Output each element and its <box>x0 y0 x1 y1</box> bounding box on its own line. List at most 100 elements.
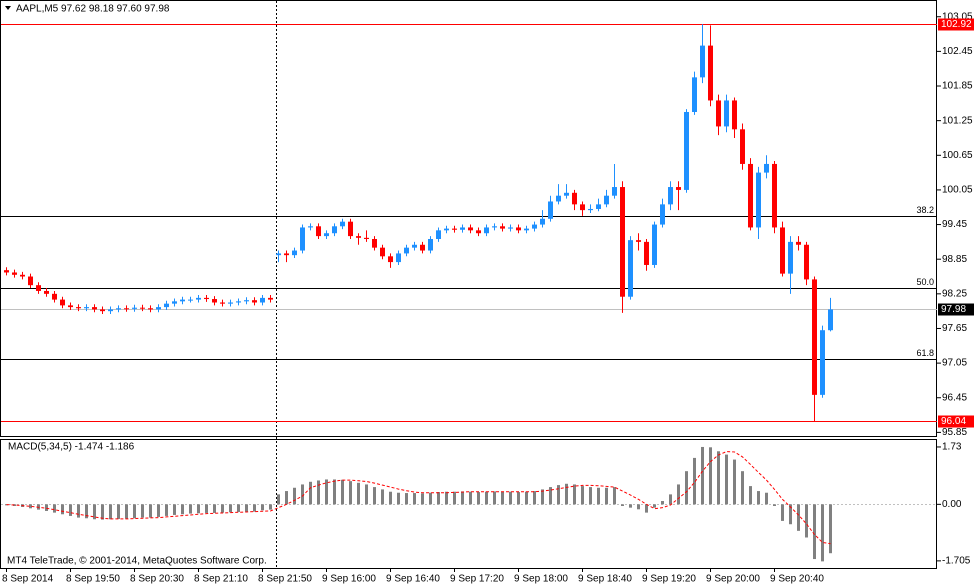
candle-body <box>76 307 81 309</box>
candle-body <box>548 201 553 219</box>
footer: MT4 TeleTrade, © 2001-2014, MetaQuotes S… <box>7 556 267 567</box>
macd-bar <box>717 451 720 505</box>
macd-bar <box>125 504 128 519</box>
candle-body <box>652 224 657 265</box>
candle-body <box>116 308 121 310</box>
x-tick-label: 9 Sep 18:40 <box>578 574 632 585</box>
candle-body <box>820 330 825 395</box>
macd-y-tick-label: 1.73 <box>942 442 962 453</box>
candle-body <box>260 297 265 303</box>
macd-bar <box>469 491 472 505</box>
x-tick-label: 8 Sep 19:50 <box>66 574 120 585</box>
candle-body <box>348 221 353 237</box>
macd-bar <box>181 504 184 515</box>
macd-bar <box>421 493 424 505</box>
candle-body <box>204 297 209 300</box>
x-tick-label: 8 Sep 2014 <box>2 574 54 585</box>
macd-bar <box>93 504 96 520</box>
macd-bar <box>189 504 192 514</box>
candle-body <box>468 227 473 231</box>
candle-body <box>228 302 233 304</box>
candle-body <box>476 230 481 234</box>
macd-panel <box>0 439 937 569</box>
candle-body <box>724 100 729 127</box>
macd-bar <box>461 491 464 505</box>
chart-title: AAPL,M5 97.62 98.18 97.60 97.98 <box>16 4 170 15</box>
macd-bar <box>613 487 616 505</box>
candle-body <box>756 172 761 228</box>
candle-body <box>4 270 9 273</box>
fib-label: 50.0 <box>916 277 934 287</box>
x-tick-label: 9 Sep 20:40 <box>770 574 824 585</box>
macd-bar <box>109 504 112 520</box>
macd-bar <box>813 504 816 560</box>
candle-body <box>172 301 177 304</box>
macd-bar <box>389 491 392 505</box>
candle-body <box>532 224 537 229</box>
x-tick-label: 9 Sep 16:00 <box>322 574 376 585</box>
macd-bar <box>165 504 168 516</box>
y-tick-label: 103.05 <box>942 11 973 22</box>
candle-body <box>764 163 769 173</box>
macd-bar <box>597 487 600 505</box>
macd-bar <box>661 501 664 505</box>
candle-body <box>212 299 217 303</box>
candle-body <box>484 227 489 234</box>
macd-bar <box>741 471 744 505</box>
macd-bar <box>341 479 344 505</box>
candle-body <box>812 279 817 395</box>
macd-bar <box>53 504 56 513</box>
macd-bar <box>405 493 408 505</box>
candle-body <box>628 240 633 297</box>
candle-body <box>660 204 665 225</box>
macd-bar <box>85 504 88 519</box>
candle-body <box>604 195 609 205</box>
candle-body <box>100 309 105 312</box>
macd-bar <box>365 484 368 505</box>
candle-body <box>284 253 289 256</box>
y-tick-label: 96.45 <box>942 392 967 403</box>
candle-body <box>236 301 241 303</box>
macd-bar <box>829 504 832 554</box>
macd-bar <box>557 485 560 505</box>
macd-bar <box>629 504 632 508</box>
macd-bar <box>397 492 400 505</box>
candle-body <box>556 195 561 202</box>
macd-bar <box>541 489 544 505</box>
macd-bar <box>253 504 256 512</box>
macd-bar <box>605 487 608 505</box>
main-panel <box>0 0 937 437</box>
macd-bar <box>701 446 704 505</box>
candle-body <box>388 256 393 263</box>
x-tick-label: 8 Sep 21:50 <box>258 574 312 585</box>
candle-body <box>20 274 25 277</box>
macd-bar <box>789 504 792 525</box>
candle-body <box>596 204 601 209</box>
macd-bar <box>205 504 208 513</box>
candle-body <box>620 187 625 297</box>
macd-bar <box>501 491 504 505</box>
macd-bar <box>61 504 64 515</box>
candle-body <box>612 187 617 196</box>
y-tick-label: 98.25 <box>942 288 967 299</box>
candle-body <box>396 253 401 263</box>
candle-body <box>796 241 801 245</box>
current-price-tag <box>938 303 974 316</box>
y-tick-label: 100.05 <box>942 185 973 196</box>
candle-body <box>732 100 737 130</box>
candle-body <box>292 250 297 256</box>
candle-body <box>276 253 281 256</box>
macd-bar <box>549 487 552 505</box>
candle-body <box>372 238 377 248</box>
macd-bar <box>269 504 272 510</box>
macd-bar <box>133 504 136 519</box>
candle-body <box>356 236 361 238</box>
candle-body <box>588 208 593 211</box>
candle-body <box>132 307 137 309</box>
candle-body <box>436 230 441 239</box>
candle-body <box>196 297 201 300</box>
y-tick-label: 95.85 <box>942 427 967 438</box>
macd-bar <box>797 504 800 531</box>
y-tick-label: 97.65 <box>942 323 967 334</box>
